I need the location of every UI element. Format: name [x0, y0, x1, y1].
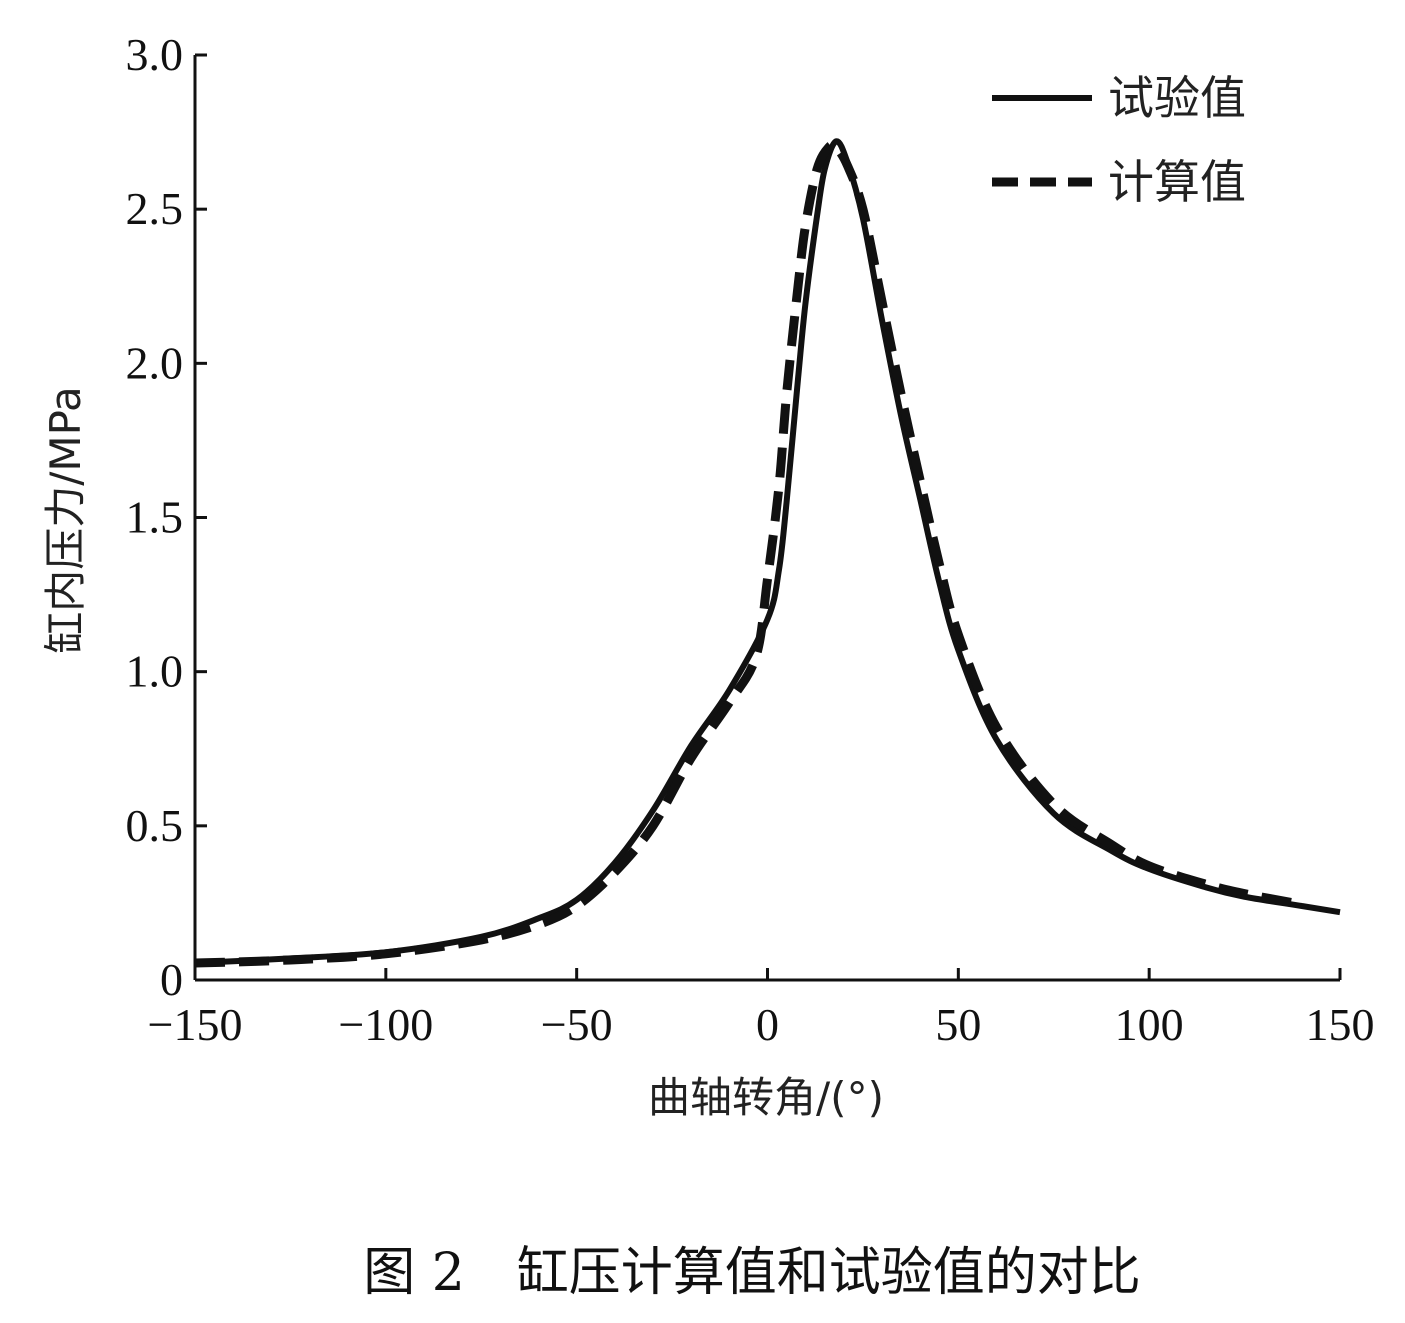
x-tick-label: 100	[1115, 999, 1184, 1050]
axes: −150 −100 −50 0 50 100 150 0 0.5 1.0 1.5 2.0 2.5 3.0	[126, 29, 1375, 1050]
y-tick-label: 0	[160, 954, 183, 1005]
x-tick-label: −100	[338, 999, 433, 1050]
x-tick-label: −150	[148, 999, 243, 1050]
x-axis-label: 曲轴转角/(°)	[648, 1073, 884, 1122]
y-tick-label: 0.5	[126, 800, 184, 851]
y-tick-label: 1.5	[126, 492, 184, 543]
y-axis-label: 缸内压力/MPa	[41, 386, 90, 654]
y-tick-label: 1.0	[126, 646, 184, 697]
y-tick-label: 3.0	[126, 29, 184, 80]
x-tick-label: 50	[935, 999, 981, 1050]
legend-label: 计算值	[1108, 155, 1246, 209]
series-group	[194, 138, 1341, 968]
y-tick-label: 2.0	[126, 337, 184, 388]
x-tick-label: −50	[541, 999, 613, 1050]
x-tick-label: 150	[1306, 999, 1375, 1050]
series-line-calculated	[194, 140, 1303, 968]
x-tick-label: 0	[756, 999, 779, 1050]
figure-caption: 图 2 缸压计算值和试验值的对比	[363, 1243, 1141, 1303]
y-tick-label: 2.5	[126, 183, 184, 234]
series-line-experimental	[194, 138, 1341, 967]
legend-label: 试验值	[1108, 71, 1246, 125]
